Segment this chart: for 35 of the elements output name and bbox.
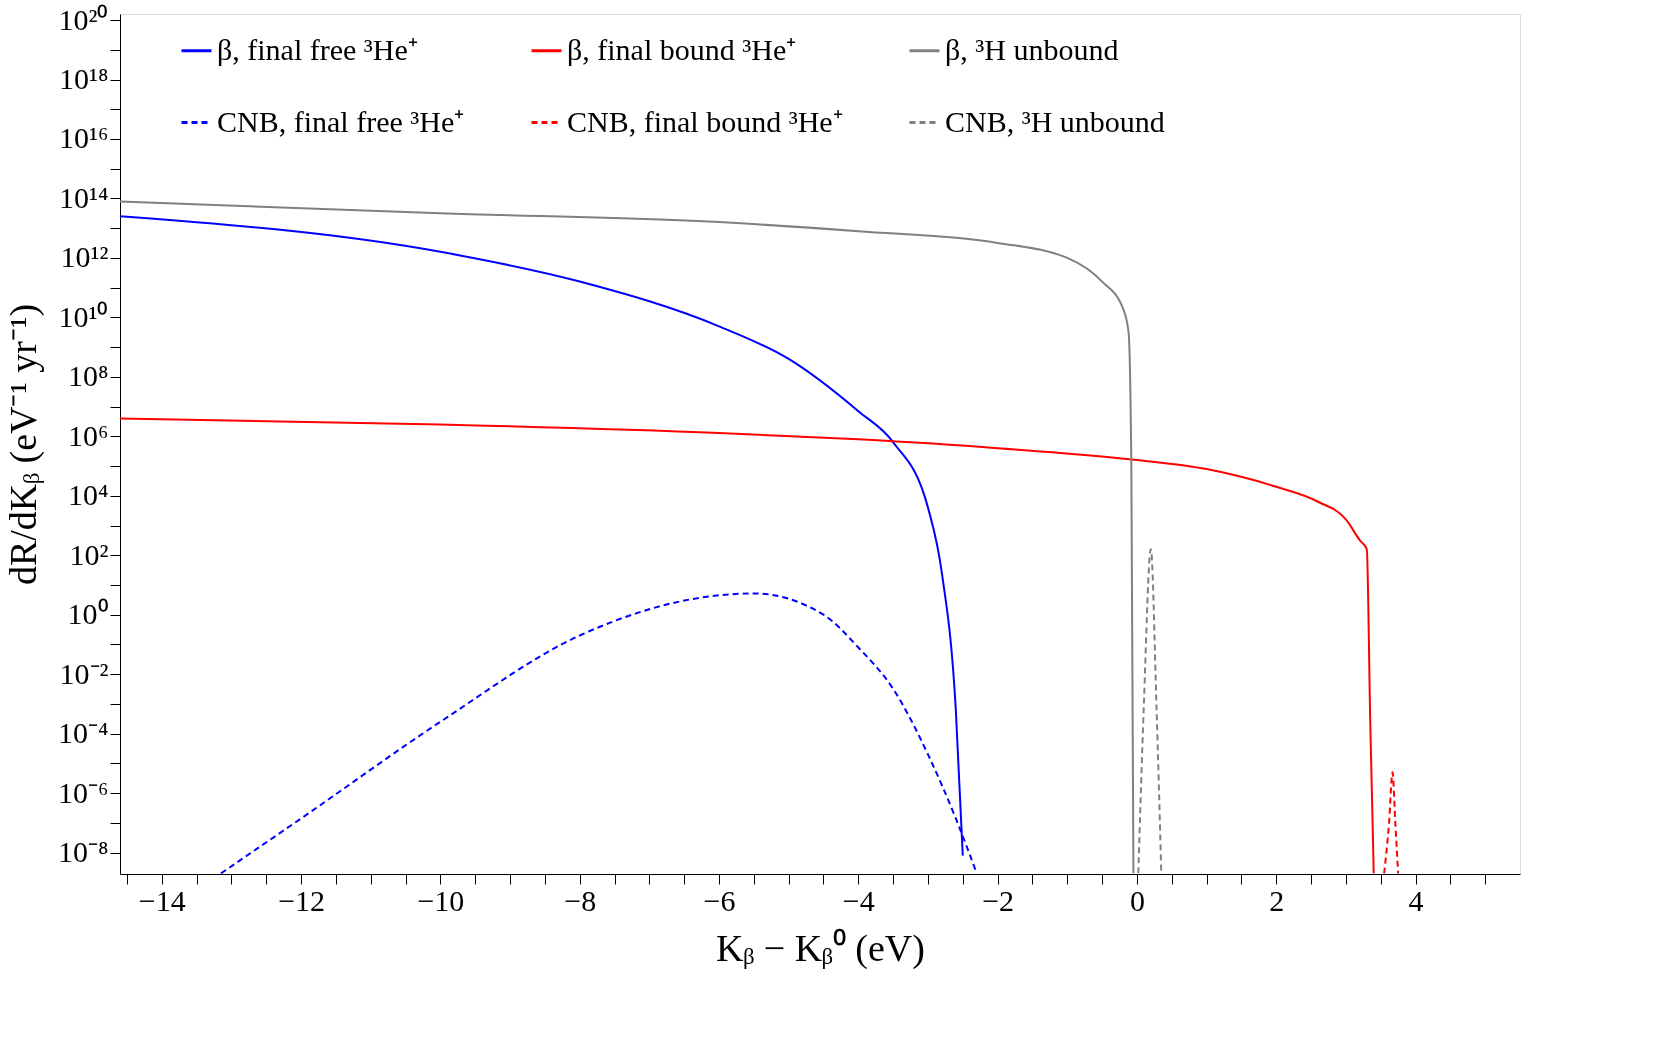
y-tick-label: 10² <box>69 537 109 571</box>
x-tick-label: −14 <box>138 883 186 917</box>
legend-label: β, final bound ³He⁺ <box>567 32 797 66</box>
line-series <box>120 417 1375 874</box>
y-axis-title: dR/dKᵦ (eV⁻¹ yr⁻¹) <box>2 303 46 586</box>
x-tick-label: −2 <box>982 883 1015 917</box>
x-tick-label: −8 <box>564 883 597 917</box>
y-tick-label: 10⁶ <box>68 418 109 452</box>
legend-label: β, ³H unbound <box>945 32 1119 66</box>
x-tick-label: −12 <box>278 883 326 917</box>
x-tick-label: −10 <box>417 883 465 917</box>
y-tick-label: 10⁰ <box>67 597 109 631</box>
y-tick-label: 10¹² <box>60 240 109 274</box>
y-tick-label: 10⁻² <box>59 656 109 690</box>
y-tick-label: 10⁻⁶ <box>58 775 109 809</box>
legend-label: CNB, ³H unbound <box>945 104 1165 138</box>
line-series <box>120 200 1135 874</box>
x-tick-label: −4 <box>842 883 875 917</box>
y-tick-label: 10⁴ <box>68 478 109 512</box>
legend-label: CNB, final bound ³He⁺ <box>567 104 843 138</box>
y-tick-label: 10⁻⁴ <box>58 716 109 750</box>
y-tick-label: 10¹⁶ <box>59 121 109 155</box>
y-tick-label: 10⁸ <box>68 359 109 393</box>
x-tick-label: 0 <box>1129 883 1145 917</box>
legend-label: β, final free ³He⁺ <box>217 32 418 66</box>
x-tick-label: 2 <box>1269 883 1285 917</box>
y-tick-label: 10¹⁸ <box>59 62 109 96</box>
x-axis-title: Kᵦ − Kᵦ⁰ (eV) <box>716 926 925 970</box>
legend-label: CNB, final free ³He⁺ <box>217 104 465 138</box>
y-tick-label: 10⁻⁸ <box>58 835 109 869</box>
y-tick-label: 10¹⁴ <box>59 180 109 214</box>
x-tick-label: −6 <box>703 883 736 917</box>
x-tick-label: 4 <box>1408 883 1424 917</box>
y-tick-label: 10²⁰ <box>58 2 109 36</box>
y-tick-label: 10¹⁰ <box>58 299 109 333</box>
